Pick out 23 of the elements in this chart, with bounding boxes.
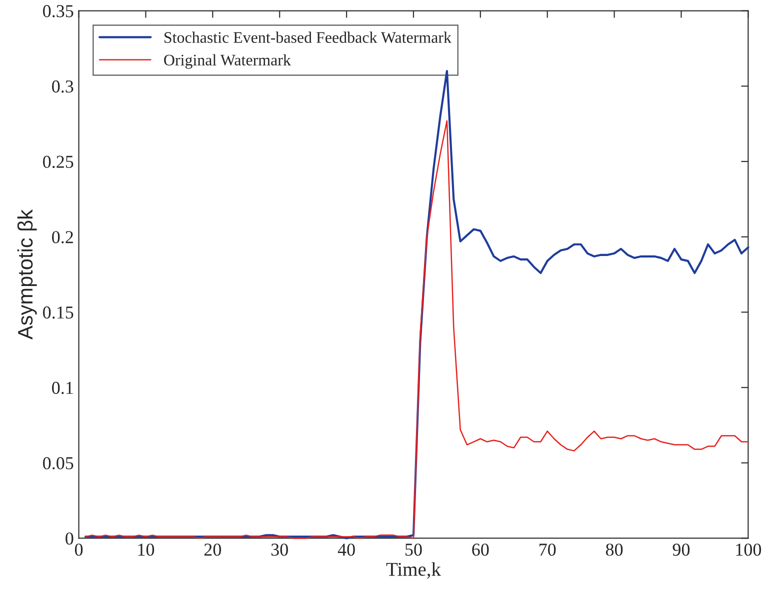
legend-label: Stochastic Event-based Feedback Watermark [164,32,452,43]
x-tick-label: 80 [606,544,623,556]
x-tick-label: 40 [338,544,355,556]
x-tick-label: 70 [540,544,556,556]
y-tick-label: 0.05 [43,457,74,470]
x-tick-label: 20 [204,544,222,556]
x-axis-title: Time,k [386,562,441,579]
y-axis-title: Asymptotic βk [17,209,37,340]
x-tick-label: 90 [672,544,690,556]
x-tick-label: 60 [472,544,489,556]
y-tick-label: 0.25 [43,156,74,168]
y-tick-label: 0.2 [52,231,73,244]
x-tick-label: 10 [138,544,154,556]
y-tick-label: 0 [66,532,74,545]
x-tick-label: 50 [406,544,422,556]
y-tick-label: 0.1 [52,382,73,394]
y-tick-label: 0.3 [52,80,74,93]
x-tick-label: 0 [74,544,83,556]
y-tick-label: 0.35 [43,5,74,18]
legend-label: Original Watermark [164,54,291,69]
x-tick-label: 30 [271,544,288,556]
y-tick-label: 0.15 [43,306,74,319]
x-tick-label: 100 [736,544,762,556]
